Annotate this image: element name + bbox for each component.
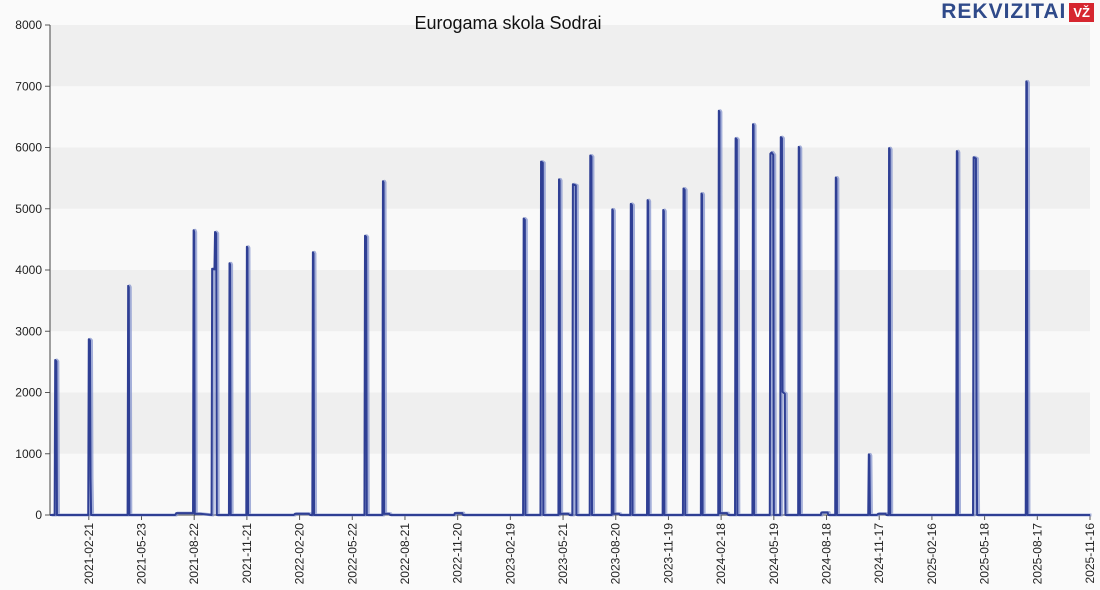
x-tick-label: 2021-05-23 — [134, 523, 148, 585]
x-tick-label: 2025-11-16 — [1083, 523, 1097, 584]
grid-band — [50, 453, 1090, 515]
x-tick-label: 2023-05-21 — [556, 523, 570, 585]
y-tick-label: 8000 — [15, 18, 42, 32]
rekvizitai-logo: REKVIZITAI VŽ — [941, 0, 1094, 24]
y-tick-label: 7000 — [15, 79, 42, 93]
series-line — [50, 80, 1090, 516]
y-tick-label: 3000 — [15, 324, 42, 338]
series-layer — [50, 79, 1092, 517]
x-axis-ticks: 2021-02-21 2021-05-23 2021-08-22 2021-11-21… — [82, 515, 1097, 584]
x-tick-label: 2021-08-22 — [187, 523, 201, 585]
y-tick-label: 4000 — [15, 263, 42, 277]
x-tick-label: 2025-02-16 — [925, 523, 939, 585]
y-tick-label: 1000 — [15, 447, 42, 461]
x-tick-label: 2022-02-20 — [293, 523, 307, 585]
x-tick-label: 2023-08-20 — [609, 523, 623, 585]
grid-band — [50, 86, 1090, 148]
logo-text: REKVIZITAI — [941, 0, 1067, 23]
x-tick-label: 2022-08-21 — [398, 523, 412, 585]
y-axis-ticks: 0 1000 2000 3000 4000 5000 6000 7000 8000 — [15, 18, 50, 522]
x-tick-label: 2021-11-21 — [240, 523, 254, 584]
x-tick-label: 2023-11-19 — [661, 523, 675, 584]
grid-band — [50, 208, 1090, 270]
grid-band — [50, 331, 1090, 393]
x-tick-label: 2024-05-19 — [767, 523, 781, 585]
grid-band — [50, 25, 1090, 87]
y-tick-label: 2000 — [15, 386, 42, 400]
y-tick-label: 6000 — [15, 141, 42, 155]
grid-band — [50, 392, 1090, 454]
x-tick-label: 2024-11-17 — [872, 523, 886, 584]
grid-bands — [50, 25, 1090, 515]
x-tick-label: 2021-02-21 — [82, 523, 96, 585]
x-tick-label: 2025-08-17 — [1030, 523, 1044, 585]
chart-title: Eurogama skola Sodrai — [414, 13, 601, 33]
grid-band — [50, 270, 1090, 332]
x-tick-label: 2022-05-22 — [345, 523, 359, 585]
x-tick-label: 2022-11-20 — [451, 523, 465, 584]
grid-band — [50, 147, 1090, 209]
logo-badge: VŽ — [1069, 2, 1094, 22]
x-tick-label: 2024-08-18 — [820, 523, 834, 585]
x-tick-label: 2024-02-18 — [714, 523, 728, 585]
x-tick-label: 2023-02-19 — [503, 523, 517, 585]
y-tick-label: 0 — [35, 508, 42, 522]
y-tick-label: 5000 — [15, 202, 42, 216]
x-tick-label: 2025-05-18 — [978, 523, 992, 585]
